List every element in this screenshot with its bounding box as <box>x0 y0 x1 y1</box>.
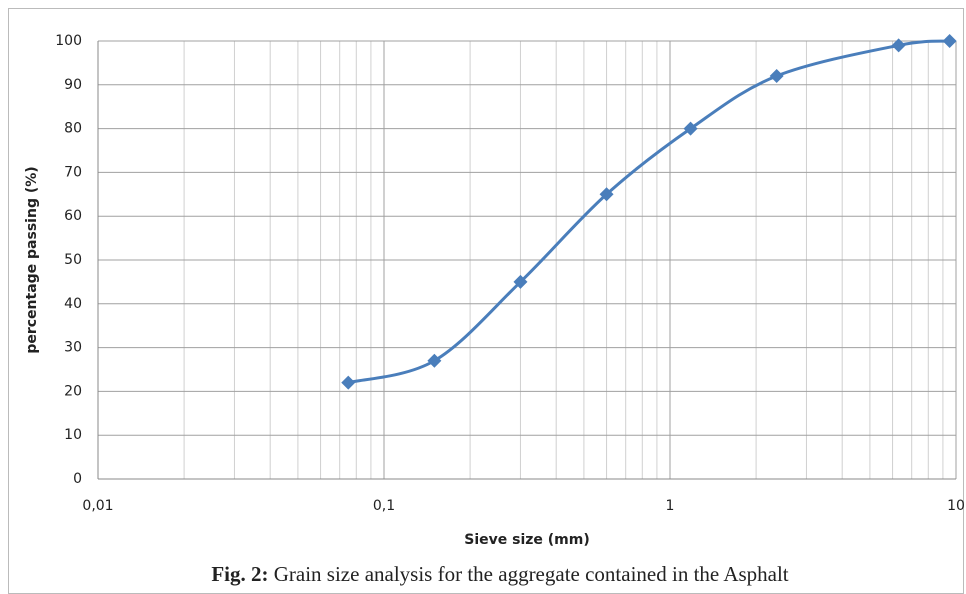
point-marker <box>942 34 957 48</box>
point-marker <box>513 274 528 289</box>
y-tick-label: 50 <box>64 252 82 268</box>
point-marker <box>891 38 906 53</box>
x-tick-label: 10 <box>947 498 965 514</box>
point-marker <box>427 353 442 368</box>
x-tick-label: 0,1 <box>373 498 395 514</box>
y-tick-label: 40 <box>64 296 82 312</box>
x-tick-label: 1 <box>666 498 675 514</box>
y-tick-label: 0 <box>73 471 82 487</box>
caption-label: Fig. 2: <box>211 562 268 586</box>
y-tick-label: 80 <box>64 121 82 137</box>
y-tick-label: 70 <box>64 164 82 180</box>
point-marker <box>769 69 784 84</box>
y-axis-title: percentage passing (%) <box>24 166 40 353</box>
caption-text: Grain size analysis for the aggregate co… <box>274 562 789 586</box>
point-marker <box>599 187 614 202</box>
x-axis-title: Sieve size (mm) <box>464 532 590 548</box>
point-marker <box>341 375 356 390</box>
caption: Fig. 2: Grain size analysis for the aggr… <box>211 562 788 586</box>
x-tick-label: 0,01 <box>82 498 113 514</box>
y-tick-label: 90 <box>64 77 82 93</box>
series-line <box>347 39 950 385</box>
y-tick-label: 10 <box>64 427 82 443</box>
y-tick-label: 20 <box>64 383 82 399</box>
chart-frame <box>8 8 964 594</box>
y-tick-label: 100 <box>55 33 82 49</box>
point-marker <box>683 121 698 136</box>
y-tick-label: 60 <box>64 208 82 224</box>
y-tick-label: 30 <box>64 340 82 356</box>
